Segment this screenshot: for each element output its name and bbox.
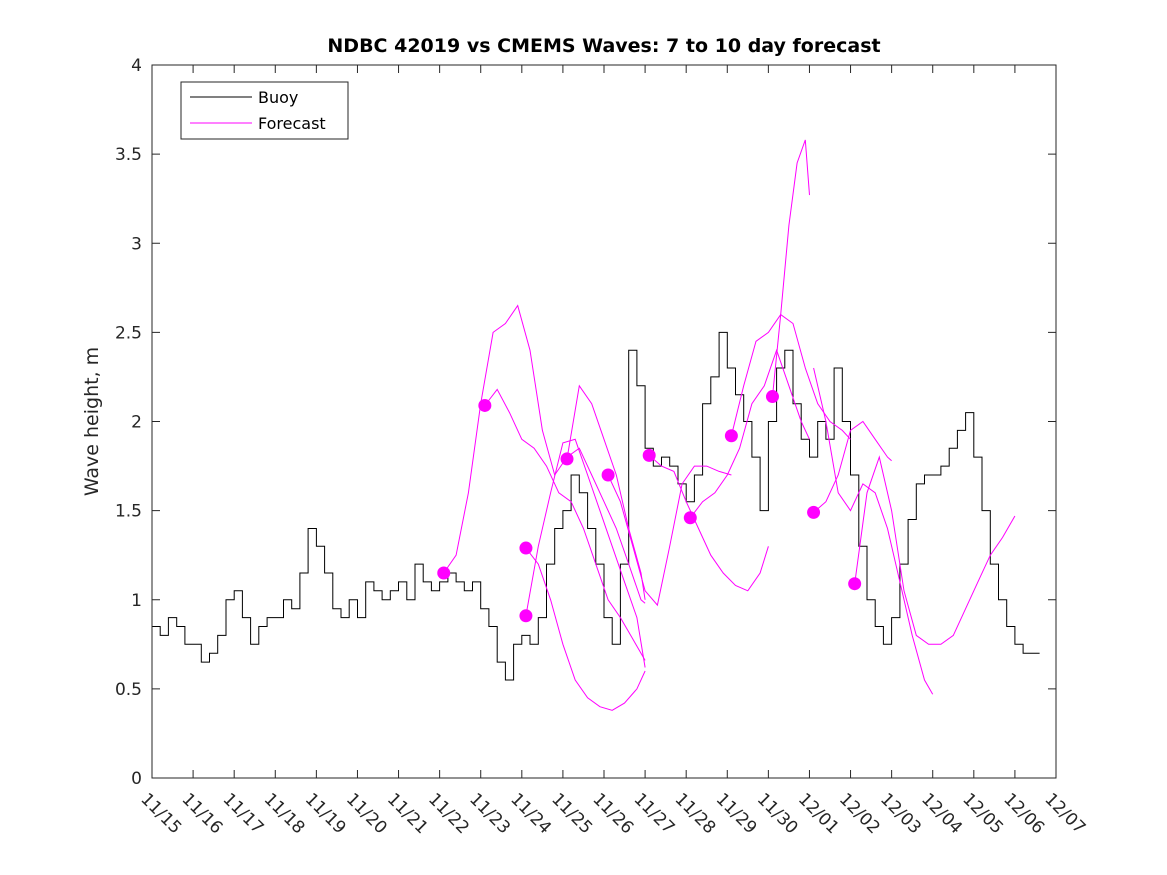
x-tick-label: 12/06 (999, 789, 1048, 838)
forecast-start-marker (765, 390, 779, 404)
y-tick-label: 3.5 (115, 145, 142, 165)
plot-frame (151, 64, 1057, 779)
y-tick-label: 1.5 (115, 502, 142, 522)
x-tick-label: 11/20 (342, 789, 391, 838)
x-tick-label: 12/01 (794, 789, 843, 838)
x-tick-label: 12/04 (917, 789, 966, 838)
forecast-start-marker (601, 468, 615, 482)
chart-title: NDBC 42019 vs CMEMS Waves: 7 to 10 day f… (327, 35, 880, 57)
x-tick-label: 11/17 (219, 789, 268, 838)
forecast-start-marker (519, 541, 533, 555)
forecast-series-line (854, 455, 1016, 645)
legend: Buoy Forecast (180, 81, 349, 140)
x-tick-label: 12/02 (835, 789, 884, 838)
forecast-start-marker (724, 429, 738, 443)
x-tick-label: 11/25 (547, 789, 596, 838)
x-tick-label: 11/24 (506, 789, 555, 838)
forecast-series-line (525, 438, 646, 668)
y-tick-label: 2 (131, 413, 142, 433)
legend-forecast-label: Forecast (258, 114, 326, 133)
forecast-start-marker (807, 505, 821, 519)
forecast-series-line (730, 313, 851, 440)
x-tick-label: 12/07 (1040, 789, 1089, 838)
x-tick-label: 11/30 (753, 789, 802, 838)
forecast-start-marker (642, 448, 656, 462)
forecast-start-marker (437, 566, 451, 580)
legend-box (180, 81, 349, 140)
forecast-start-marker (683, 511, 697, 525)
series-layer (152, 139, 1040, 711)
forecast-series-line (566, 384, 646, 600)
forecast-start-marker (848, 577, 862, 591)
y-axis-label: Wave height, m (81, 347, 103, 496)
x-tick-label: 11/19 (301, 789, 350, 838)
forecast-start-marker (519, 609, 533, 623)
forecast-series-line (484, 388, 646, 661)
forecast-series-line (525, 547, 646, 711)
ticks-layer: 11/1511/1611/1711/1811/1911/2011/2111/22… (115, 56, 1089, 838)
x-tick-label: 12/05 (958, 789, 1007, 838)
forecast-start-marker (560, 452, 574, 466)
forecast-marker-layer (437, 390, 862, 623)
forecast-series-line (689, 348, 810, 519)
x-tick-label: 12/03 (876, 789, 925, 838)
y-tick-label: 1 (131, 591, 142, 611)
y-tick-label: 2.5 (115, 323, 142, 343)
x-tick-label: 11/23 (465, 789, 514, 838)
forecast-series-line (443, 304, 646, 604)
y-tick-label: 0 (131, 769, 142, 789)
buoy-series-line (152, 331, 1040, 681)
x-tick-label: 11/15 (136, 789, 185, 838)
forecast-series-line (772, 139, 810, 397)
y-tick-label: 0.5 (115, 680, 142, 700)
x-tick-label: 11/22 (424, 789, 473, 838)
legend-buoy-label: Buoy (258, 88, 298, 107)
x-tick-label: 11/16 (178, 789, 227, 838)
x-tick-label: 11/18 (260, 789, 309, 838)
x-tick-label: 11/26 (588, 789, 637, 838)
x-tick-label: 11/27 (630, 789, 679, 838)
forecast-series-line (813, 367, 934, 695)
forecast-start-marker (478, 398, 492, 412)
forecast-series-line (648, 455, 769, 592)
y-tick-label: 4 (131, 56, 142, 76)
x-tick-label: 11/28 (671, 789, 720, 838)
x-tick-label: 11/21 (383, 789, 432, 838)
forecast-series-line (607, 465, 732, 607)
x-tick-label: 11/29 (712, 789, 761, 838)
forecast-series-line (813, 420, 892, 513)
y-tick-label: 3 (131, 234, 142, 254)
